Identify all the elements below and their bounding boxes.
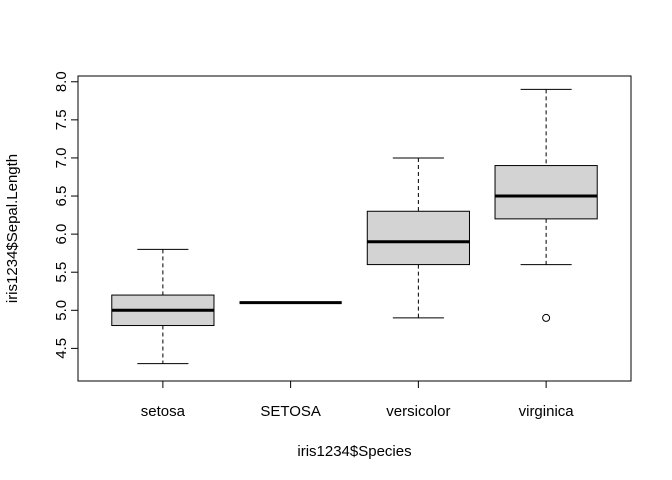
y-tick-label: 6.0	[53, 224, 70, 245]
outlier-point	[542, 313, 551, 322]
y-tick-label: 8.0	[53, 71, 70, 92]
y-tick-label: 7.0	[53, 148, 70, 169]
x-tick-label: SETOSA	[260, 403, 321, 420]
y-tick-label: 4.5	[53, 338, 70, 359]
plot-frame	[77, 75, 632, 382]
y-tick-label: 5.0	[53, 300, 70, 321]
y-tick-label: 7.5	[53, 109, 70, 130]
x-axis-title: iris1234$Species	[297, 443, 411, 460]
y-tick-label: 5.5	[53, 262, 70, 283]
box-body	[366, 210, 470, 266]
box-virginica	[494, 88, 598, 322]
x-tick-label: setosa	[141, 403, 186, 420]
x-tick-label: versicolor	[386, 403, 450, 420]
box-versicolor	[366, 157, 470, 319]
box-setosa	[111, 248, 215, 365]
y-axis: 4.5 5.0 5.5 6.0 6.5 7.0 7.5 8.0	[53, 71, 79, 359]
x-axis: setosa SETOSA versicolor virginica	[141, 380, 575, 420]
y-axis-title: iris1234$Sepal.Length	[4, 154, 21, 303]
box-body	[494, 165, 598, 220]
x-tick-label: virginica	[519, 403, 575, 420]
box-series	[111, 88, 598, 365]
y-tick-label: 6.5	[53, 186, 70, 207]
